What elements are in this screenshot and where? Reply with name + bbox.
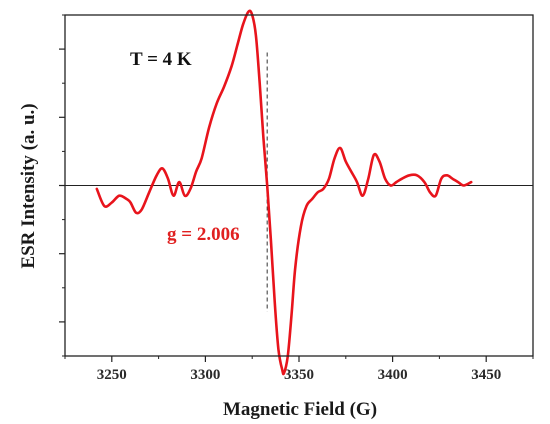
y-axis-title: ESR Intensity (a. u.) bbox=[18, 103, 39, 268]
x-tick-label-3450: 3450 bbox=[471, 367, 501, 383]
ticks-layer: 3250 3300 3350 3400 3450 bbox=[59, 14, 534, 383]
esr-spectrum-line-0 bbox=[95, 9, 473, 376]
annotation-g-value: g = 2.006 bbox=[167, 224, 240, 245]
x-tick-label-3350: 3350 bbox=[284, 367, 314, 383]
annotation-temperature: T = 4 K bbox=[130, 49, 192, 70]
series-layer bbox=[95, 9, 473, 376]
plot-frame bbox=[64, 14, 534, 357]
x-tick-label-3250: 3250 bbox=[97, 367, 127, 383]
x-tick-label-3300: 3300 bbox=[190, 367, 220, 383]
x-tick-label-3400: 3400 bbox=[378, 367, 408, 383]
x-axis-title: Magnetic Field (G) bbox=[223, 399, 377, 420]
